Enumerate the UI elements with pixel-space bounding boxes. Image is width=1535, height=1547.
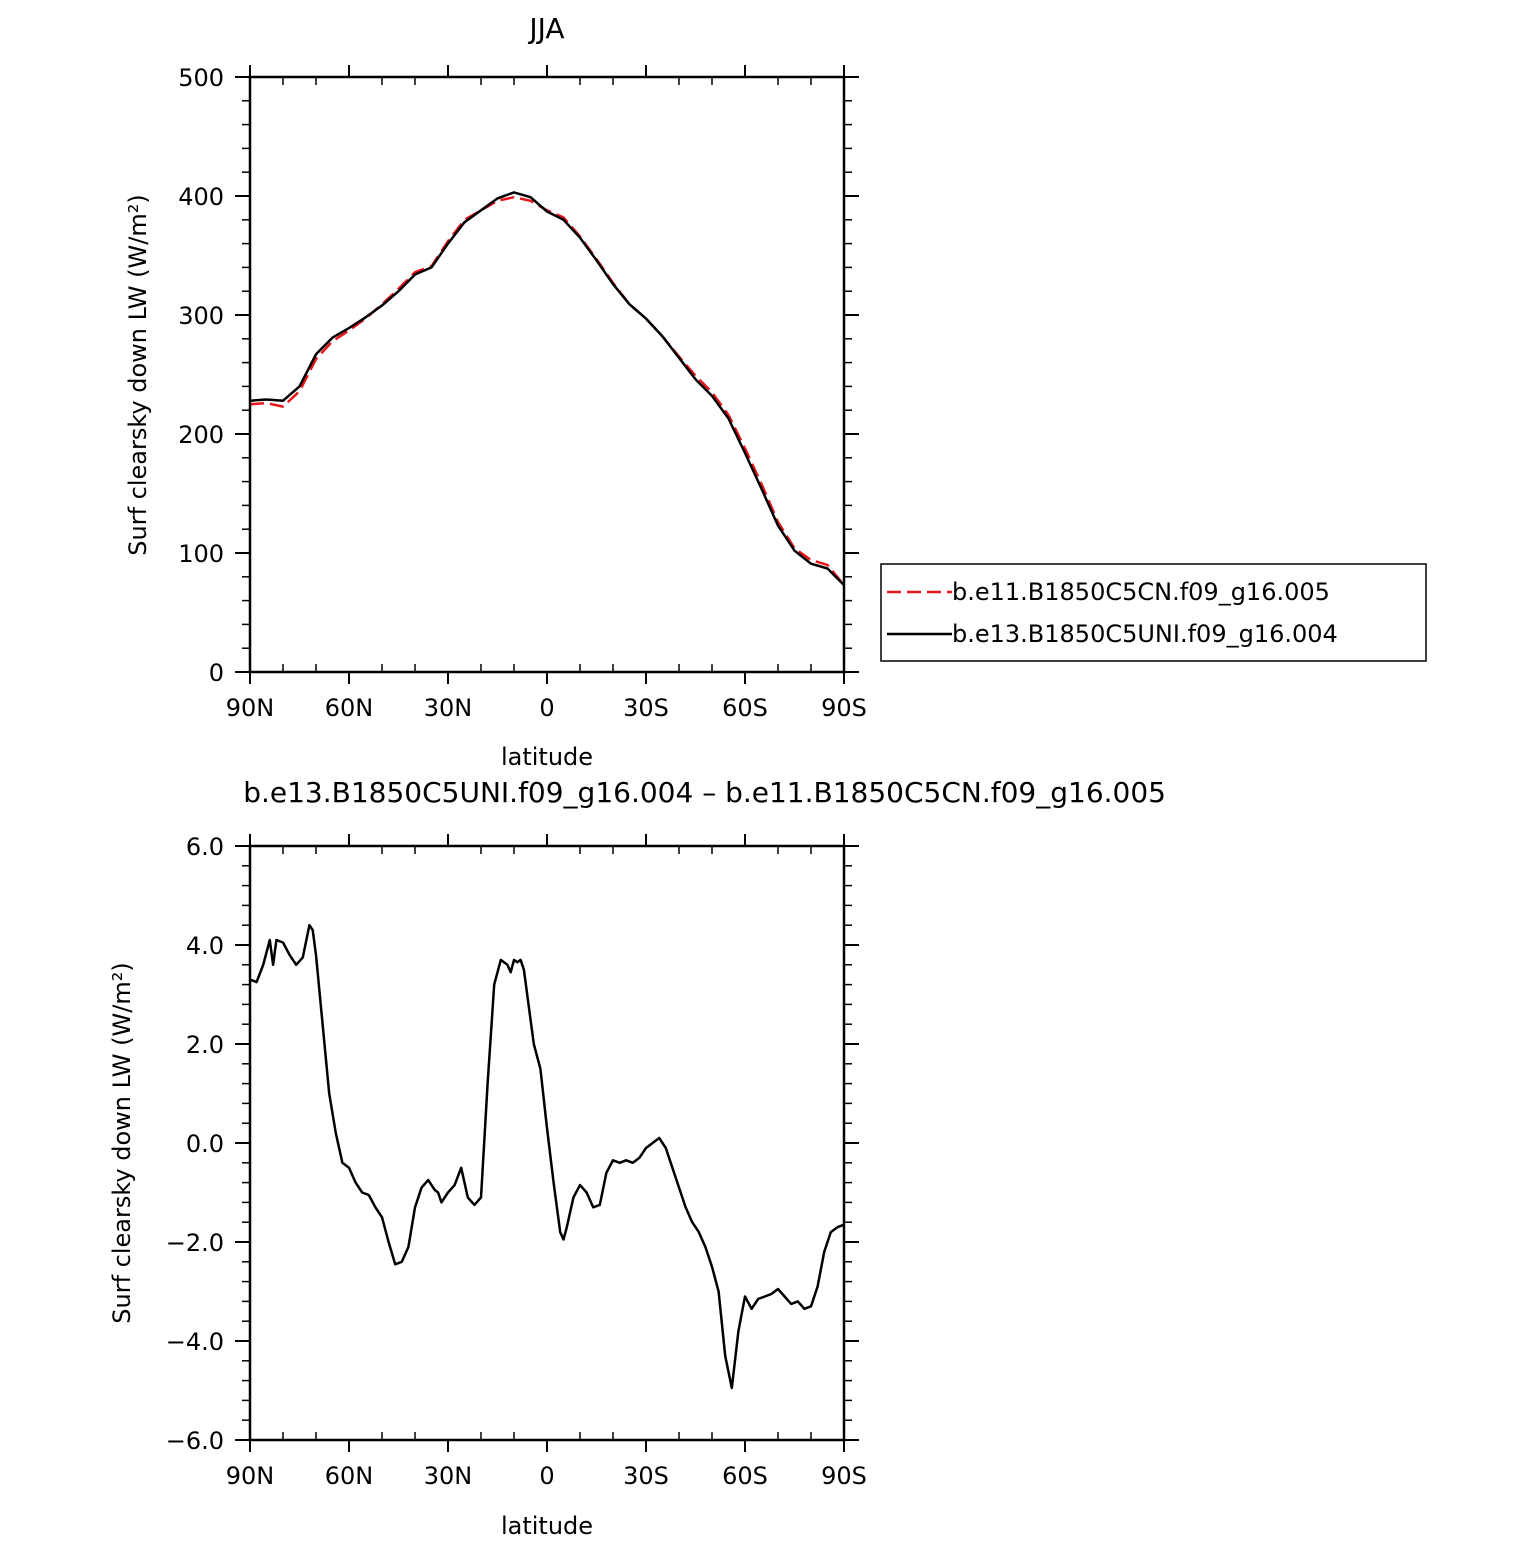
- x-tick-label: 60S: [722, 1462, 768, 1490]
- legend-label-series-1: b.e11.B1850C5CN.f09_g16.005: [952, 578, 1330, 606]
- top-panel-minor-ticks: [242, 77, 852, 672]
- y-tick-label: 6.0: [186, 833, 224, 861]
- bottom-panel-title: b.e13.B1850C5UNI.f09_g16.004 – b.e11.B18…: [243, 776, 1166, 809]
- y-tick-label: 4.0: [186, 932, 224, 960]
- top-panel-ticks: 90N 60N 30N 0 30S 60S 90S 0 100 200 300 400 500: [178, 64, 867, 722]
- bottom-panel-ticks: 90N 60N 30N 0 30S 60S 90S −6.0 −4.0 −2.0 0.0 2.0 4.0…: [166, 833, 867, 1490]
- x-tick-label: 30S: [623, 694, 669, 722]
- legend-box: [880, 563, 1427, 662]
- x-tick-label: 90N: [226, 694, 275, 722]
- x-tick-label: 90S: [821, 1462, 867, 1490]
- y-tick-label: 300: [178, 302, 224, 330]
- y-tick-label: 200: [178, 421, 224, 449]
- top-panel-frame: [248, 75, 846, 674]
- x-tick-label: 30N: [424, 1462, 473, 1490]
- legend-label-series-2: b.e13.B1850C5UNI.f09_g16.004: [952, 620, 1338, 648]
- x-tick-label: 90S: [821, 694, 867, 722]
- y-tick-label: −4.0: [166, 1328, 224, 1356]
- y-tick-label: −6.0: [166, 1427, 224, 1455]
- y-tick-label: 100: [178, 540, 224, 568]
- bottom-panel-ylabel: Surf clearsky down LW (W/m²): [108, 962, 136, 1323]
- y-tick-label: 0: [209, 659, 224, 687]
- series-line-1: [249, 195, 845, 586]
- x-tick-label: 0: [539, 694, 554, 722]
- bottom-panel: b.e13.B1850C5UNI.f09_g16.004 – b.e11.B18…: [108, 776, 1166, 1540]
- y-tick-label: 0.0: [186, 1130, 224, 1158]
- series-line-1: [249, 923, 845, 1390]
- y-tick-label: 2.0: [186, 1031, 224, 1059]
- top-panel-ylabel: Surf clearsky down LW (W/m²): [124, 194, 152, 555]
- bottom-panel-xlabel: latitude: [501, 1512, 593, 1540]
- x-tick-label: 60N: [325, 694, 374, 722]
- series-line-2: [249, 191, 845, 586]
- top-panel: JJA 90N 60N 30N 0 30S 60S 90S0100200300400500 …: [124, 12, 1427, 771]
- y-tick-label: 400: [178, 183, 224, 211]
- x-tick-label: 30N: [424, 694, 473, 722]
- top-panel-series: [249, 191, 845, 586]
- y-tick-label: 500: [178, 64, 224, 92]
- top-panel-title: JJA: [527, 12, 564, 45]
- bottom-panel-minor-ticks: [242, 846, 852, 1440]
- y-tick-label: −2.0: [166, 1229, 224, 1257]
- bottom-panel-series: [249, 923, 845, 1390]
- x-tick-label: 60N: [325, 1462, 374, 1490]
- x-tick-label: 0: [539, 1462, 554, 1490]
- x-tick-label: 60S: [722, 694, 768, 722]
- x-tick-label: 90N: [226, 1462, 275, 1490]
- x-tick-label: 30S: [623, 1462, 669, 1490]
- legend: b.e11.B1850C5CN.f09_g16.005 b.e13.B1850C…: [880, 563, 1427, 662]
- top-panel-xlabel: latitude: [501, 743, 593, 771]
